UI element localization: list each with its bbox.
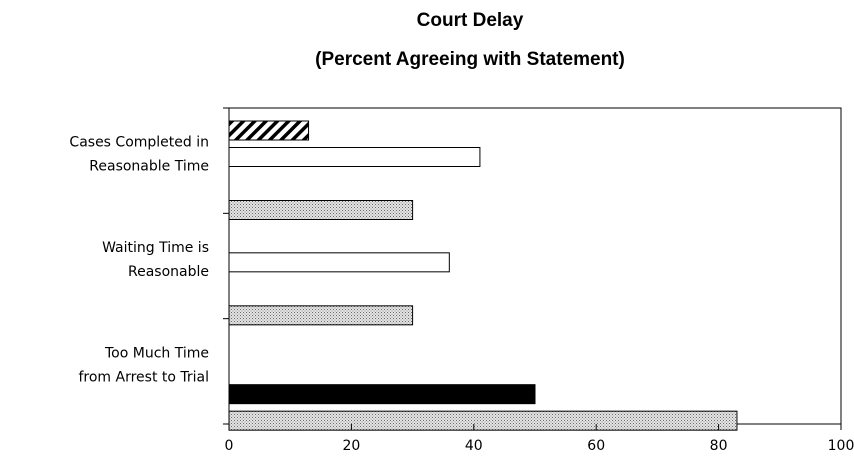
category-label-0-line-1: Reasonable Time xyxy=(89,159,209,175)
x-axis: 0 20 40 60 80 100 xyxy=(225,424,854,454)
bar-diagonal-hatch-0 xyxy=(228,120,310,141)
x-tick-label-3: 60 xyxy=(587,438,605,454)
category-label-0: Cases Completed in Reasonable Time xyxy=(69,135,209,175)
chart-title: Court Delay (Percent Agreeing with State… xyxy=(315,10,625,70)
category-label-2-line-1: from Arrest to Trial xyxy=(78,369,209,385)
x-tick-label-4: 80 xyxy=(710,438,728,454)
bar-dotted-gray-0 xyxy=(228,200,414,220)
y-axis xyxy=(223,107,229,425)
x-tick-label-2: 40 xyxy=(465,438,483,454)
bar-solid-0 xyxy=(228,147,481,167)
bars xyxy=(228,120,738,431)
chart-title-line-2: (Percent Agreeing with Statement) xyxy=(315,49,625,70)
category-label-2: Too Much Time from Arrest to Trial xyxy=(78,345,209,385)
bar-solid-1 xyxy=(228,252,450,273)
bar-dotted-gray-2 xyxy=(228,410,738,431)
bar-dotted-gray-1 xyxy=(228,305,414,326)
bar-solid-2 xyxy=(228,384,536,405)
x-tick-label-5: 100 xyxy=(828,438,854,454)
x-tick-label-1: 20 xyxy=(342,438,360,454)
category-label-1-line-0: Waiting Time is xyxy=(102,240,209,256)
category-labels: Cases Completed in Reasonable Time Waiting… xyxy=(69,135,209,386)
category-label-0-line-0: Cases Completed in xyxy=(69,135,209,151)
category-label-2-line-0: Too Much Time xyxy=(104,345,209,361)
category-label-1: Waiting Time is Reasonable xyxy=(102,240,209,280)
x-tick-label-0: 0 xyxy=(225,438,234,454)
category-label-1-line-1: Reasonable xyxy=(128,264,209,280)
chart-title-line-1: Court Delay xyxy=(417,10,524,31)
